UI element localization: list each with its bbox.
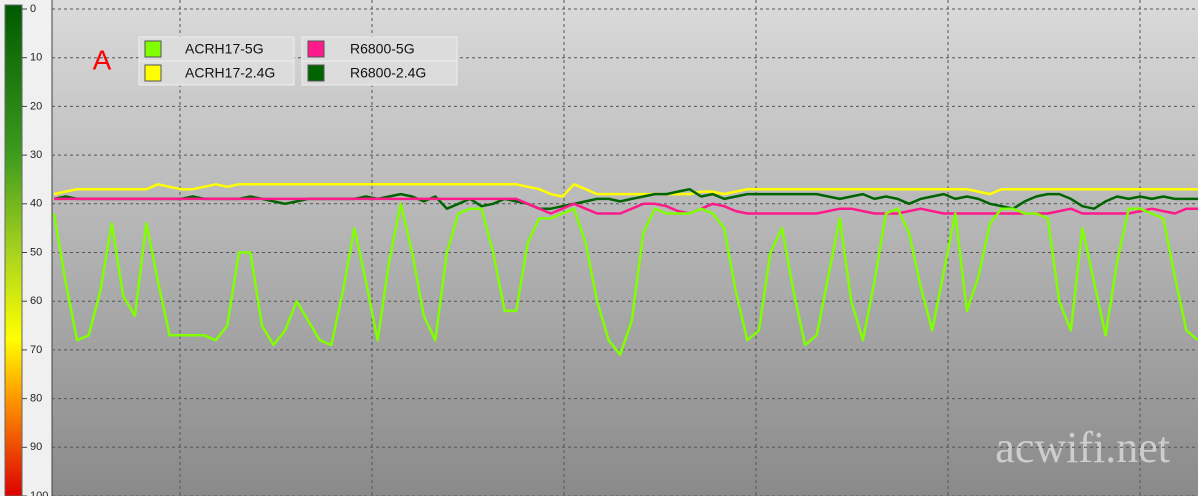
legend-swatch	[144, 40, 162, 58]
legend-swatch	[307, 64, 325, 82]
y-tick-label: 20	[30, 100, 42, 112]
watermark: acwifi.net	[995, 423, 1170, 472]
y-tick-label: 50	[30, 246, 42, 258]
annotation: A	[93, 44, 112, 75]
legend-item-bg	[138, 36, 295, 62]
series-line	[53, 183, 1198, 198]
legend-label: ACRH17-2.4G	[185, 65, 275, 81]
signal-scale-bar	[4, 4, 23, 496]
legend-swatch	[307, 40, 325, 58]
legend-label: R6800-2.4G	[350, 65, 426, 81]
legend-item-bg	[301, 60, 458, 86]
y-tick-label: 70	[30, 344, 42, 356]
y-tick-label: 10	[30, 52, 42, 64]
legend-item-bg	[301, 36, 458, 62]
y-tick-label: 90	[30, 441, 42, 453]
y-tick-label: 0	[30, 3, 36, 15]
y-tick-label: 40	[30, 198, 42, 210]
legend-label: ACRH17-5G	[185, 41, 264, 57]
series-line	[54, 197, 1198, 215]
y-tick-label: 100	[30, 490, 48, 496]
y-tick-label: 60	[30, 295, 42, 307]
series-line	[52, 202, 1198, 357]
y-tick-label: 30	[30, 149, 42, 161]
legend-item-bg	[138, 60, 295, 86]
legend-swatch	[144, 64, 162, 82]
y-tick-label: 80	[30, 393, 42, 405]
legend-label: R6800-5G	[350, 41, 415, 57]
